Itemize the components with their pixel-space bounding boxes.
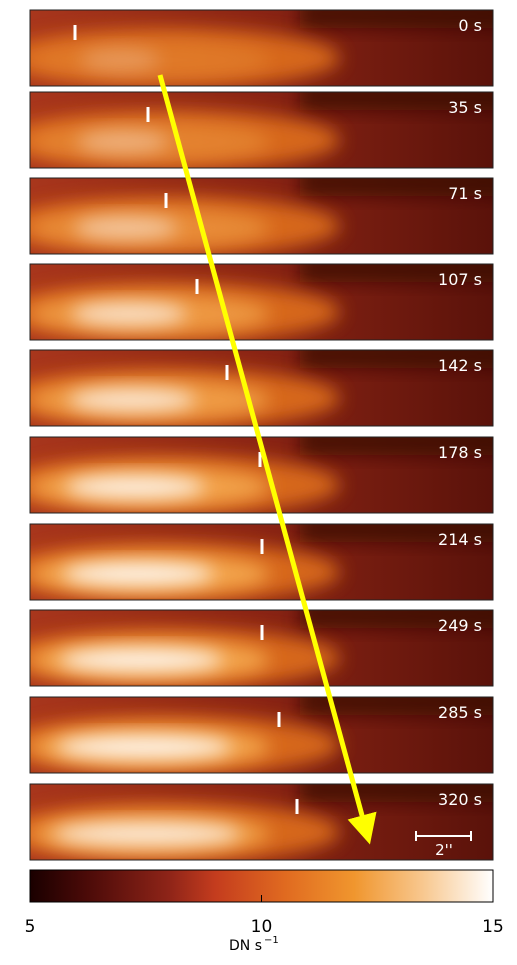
panel-image [0,254,517,342]
time-label: 249 s [438,616,482,635]
glow-core [71,302,187,326]
dark-top [300,514,517,542]
time-label: 142 s [438,356,482,375]
time-label: 285 s [438,703,482,722]
panel: 142 s [0,340,517,428]
time-label: 214 s [438,530,482,549]
panel: 107 s [0,254,517,342]
time-label: 71 s [448,184,482,203]
dark-top [300,774,517,802]
panel-image [0,340,517,428]
glow-core [59,648,223,672]
glow-core [56,735,232,759]
dark-top [300,340,517,368]
dark-top [300,0,517,28]
panel: 71 s [0,168,517,256]
colorbar-label: DN s [229,938,262,954]
panel: 35 s [0,82,517,170]
tick-label: 10 [251,917,273,937]
figure: 0 s 35 s 71 s 107 s 142 s 178 s 214 s 249 s 285 … [0,0,517,961]
time-label: 35 s [448,98,482,117]
dark-top [300,168,517,196]
glow-core [68,388,196,412]
scale-bar-label: 2'' [435,841,453,859]
dark-top [300,427,517,455]
panel: 0 s [0,0,517,88]
tick-label: 5 [25,917,36,937]
time-label: 107 s [438,270,482,289]
glow-core [53,822,241,846]
dark-top [300,254,517,282]
panel-image [0,687,517,775]
dark-top [300,600,517,628]
panel-image [0,0,517,88]
tick-label: 15 [482,917,504,937]
panel-image [0,600,517,688]
panel: 214 s [0,514,517,602]
glow-core [62,562,214,586]
time-label: 0 s [458,16,482,35]
panel: 285 s [0,687,517,775]
colorbar-label-exponent: −1 [264,935,279,946]
time-label: 320 s [438,790,482,809]
glow-core [65,475,205,499]
panel: 249 s [0,600,517,688]
glow-core [80,48,160,72]
panel-image [0,514,517,602]
glow-core [74,216,178,240]
glow-core [77,130,169,154]
time-label: 178 s [438,443,482,462]
panel-image [0,82,517,170]
panel-image [0,168,517,256]
